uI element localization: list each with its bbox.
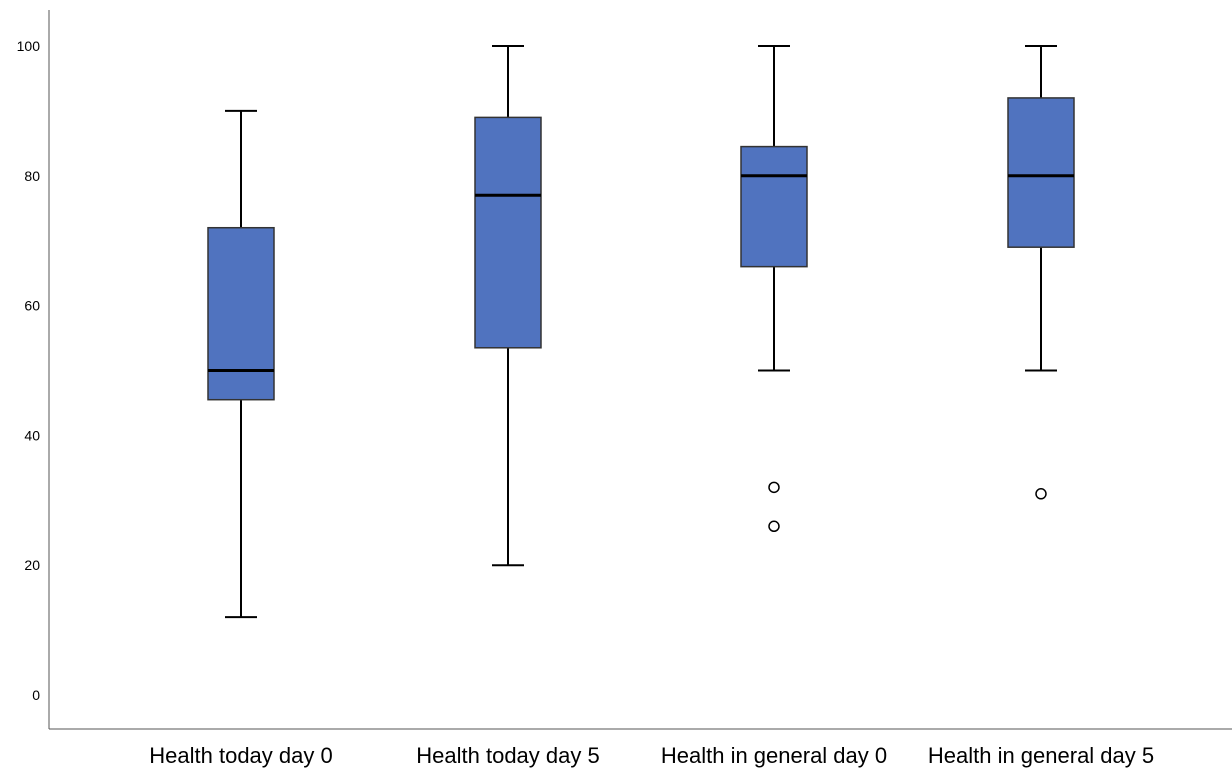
box-group bbox=[474, 45, 542, 567]
outlier-point bbox=[1035, 488, 1047, 500]
box-group bbox=[207, 109, 275, 619]
iqr-box bbox=[207, 226, 275, 401]
y-tick-label: 100 bbox=[17, 38, 41, 54]
y-tick-label: 0 bbox=[32, 687, 40, 703]
x-category-label: Health today day 5 bbox=[416, 743, 599, 768]
x-category-label: Health today day 0 bbox=[149, 743, 332, 768]
y-tick-labels: 0 20 40 60 80 100 bbox=[17, 38, 41, 703]
y-tick-label: 40 bbox=[24, 427, 40, 443]
boxes bbox=[207, 45, 1075, 619]
iqr-box bbox=[740, 145, 808, 268]
x-category-label: Health in general day 5 bbox=[928, 743, 1154, 768]
box-group bbox=[1007, 45, 1075, 500]
x-category-label: Health in general day 0 bbox=[661, 743, 887, 768]
iqr-box bbox=[1007, 97, 1075, 248]
outlier-point bbox=[768, 481, 780, 494]
box-group bbox=[740, 45, 808, 533]
outlier-point bbox=[768, 520, 780, 533]
y-tick-label: 20 bbox=[24, 557, 40, 573]
y-tick-label: 60 bbox=[24, 298, 40, 314]
iqr-box bbox=[474, 116, 542, 349]
axes bbox=[48, 10, 1232, 730]
y-tick-label: 80 bbox=[24, 168, 40, 184]
x-tick-labels: Health today day 0 Health today day 5 Heal… bbox=[149, 743, 1154, 768]
